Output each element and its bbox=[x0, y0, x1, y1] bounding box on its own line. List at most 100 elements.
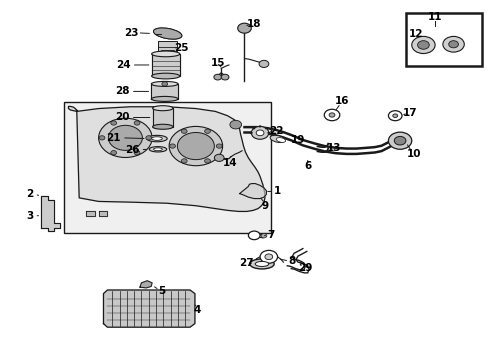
Circle shape bbox=[417, 41, 428, 49]
Circle shape bbox=[204, 129, 210, 133]
Ellipse shape bbox=[146, 135, 167, 142]
Circle shape bbox=[264, 127, 267, 129]
Circle shape bbox=[248, 231, 260, 240]
Circle shape bbox=[181, 129, 187, 133]
Circle shape bbox=[328, 113, 334, 117]
Circle shape bbox=[99, 118, 152, 157]
Text: 23: 23 bbox=[124, 28, 139, 38]
Ellipse shape bbox=[151, 51, 180, 57]
Text: 16: 16 bbox=[334, 96, 348, 107]
Circle shape bbox=[258, 125, 261, 127]
Text: 21: 21 bbox=[106, 133, 120, 143]
Circle shape bbox=[251, 126, 268, 139]
Polygon shape bbox=[68, 107, 264, 211]
Text: 1: 1 bbox=[273, 186, 281, 197]
Ellipse shape bbox=[153, 148, 162, 151]
Circle shape bbox=[442, 36, 463, 52]
Bar bbox=[63, 102, 271, 233]
Text: 12: 12 bbox=[407, 28, 422, 39]
Circle shape bbox=[229, 120, 241, 129]
Polygon shape bbox=[41, 196, 60, 231]
Circle shape bbox=[267, 132, 270, 134]
Circle shape bbox=[448, 41, 458, 48]
Polygon shape bbox=[103, 290, 195, 327]
Circle shape bbox=[259, 60, 268, 67]
Bar bbox=[158, 41, 177, 51]
Circle shape bbox=[237, 23, 251, 33]
Text: 15: 15 bbox=[210, 58, 224, 68]
Text: 22: 22 bbox=[268, 126, 283, 136]
Text: 2: 2 bbox=[26, 189, 33, 199]
Circle shape bbox=[162, 82, 167, 86]
Circle shape bbox=[216, 144, 222, 148]
Text: 10: 10 bbox=[406, 149, 420, 159]
Bar bbox=[405, 13, 481, 66]
Ellipse shape bbox=[255, 261, 268, 266]
Ellipse shape bbox=[151, 73, 180, 79]
Circle shape bbox=[264, 254, 272, 260]
Circle shape bbox=[169, 126, 222, 166]
Text: 29: 29 bbox=[298, 262, 312, 273]
Ellipse shape bbox=[151, 137, 162, 140]
Circle shape bbox=[411, 36, 434, 54]
Circle shape bbox=[392, 114, 397, 117]
Circle shape bbox=[181, 159, 187, 163]
Circle shape bbox=[324, 109, 339, 121]
Text: 19: 19 bbox=[290, 135, 305, 145]
Circle shape bbox=[111, 121, 116, 125]
Ellipse shape bbox=[151, 96, 178, 102]
Text: 25: 25 bbox=[174, 43, 188, 53]
Polygon shape bbox=[86, 211, 95, 216]
Text: 20: 20 bbox=[115, 112, 129, 122]
Polygon shape bbox=[140, 281, 152, 288]
Text: 4: 4 bbox=[193, 305, 200, 315]
Ellipse shape bbox=[153, 28, 182, 39]
Text: 13: 13 bbox=[326, 143, 341, 153]
Circle shape bbox=[256, 130, 264, 136]
Text: 11: 11 bbox=[427, 13, 442, 22]
Ellipse shape bbox=[276, 138, 285, 142]
Polygon shape bbox=[151, 84, 178, 99]
Circle shape bbox=[249, 132, 252, 134]
Text: 18: 18 bbox=[246, 18, 261, 28]
Text: 9: 9 bbox=[261, 201, 268, 211]
Text: 24: 24 bbox=[115, 60, 130, 70]
Circle shape bbox=[108, 125, 142, 150]
Ellipse shape bbox=[149, 147, 166, 152]
Text: 28: 28 bbox=[115, 86, 129, 96]
Ellipse shape bbox=[153, 28, 182, 39]
Circle shape bbox=[99, 136, 105, 140]
Polygon shape bbox=[152, 108, 173, 127]
Text: 7: 7 bbox=[266, 230, 274, 240]
Text: 14: 14 bbox=[222, 158, 237, 168]
Ellipse shape bbox=[269, 135, 285, 143]
Text: 27: 27 bbox=[239, 258, 254, 268]
Circle shape bbox=[169, 144, 175, 148]
Polygon shape bbox=[99, 211, 107, 216]
Circle shape bbox=[134, 121, 140, 125]
Circle shape bbox=[393, 136, 405, 145]
Circle shape bbox=[134, 150, 140, 155]
Ellipse shape bbox=[152, 106, 173, 111]
Text: 17: 17 bbox=[402, 108, 416, 118]
Polygon shape bbox=[151, 54, 180, 76]
Circle shape bbox=[213, 74, 221, 80]
Circle shape bbox=[111, 150, 116, 155]
Circle shape bbox=[145, 136, 151, 140]
Ellipse shape bbox=[249, 259, 274, 269]
Circle shape bbox=[214, 154, 224, 161]
Circle shape bbox=[252, 127, 255, 129]
Text: 26: 26 bbox=[125, 145, 140, 155]
Circle shape bbox=[177, 132, 214, 159]
Ellipse shape bbox=[151, 81, 178, 86]
Circle shape bbox=[387, 132, 411, 149]
Ellipse shape bbox=[152, 124, 173, 129]
Text: 3: 3 bbox=[26, 211, 33, 221]
Text: 8: 8 bbox=[288, 256, 295, 266]
Circle shape bbox=[221, 74, 228, 80]
Text: 6: 6 bbox=[304, 161, 311, 171]
Polygon shape bbox=[239, 184, 266, 199]
Circle shape bbox=[204, 159, 210, 163]
Text: 5: 5 bbox=[158, 287, 165, 296]
Circle shape bbox=[260, 250, 277, 263]
